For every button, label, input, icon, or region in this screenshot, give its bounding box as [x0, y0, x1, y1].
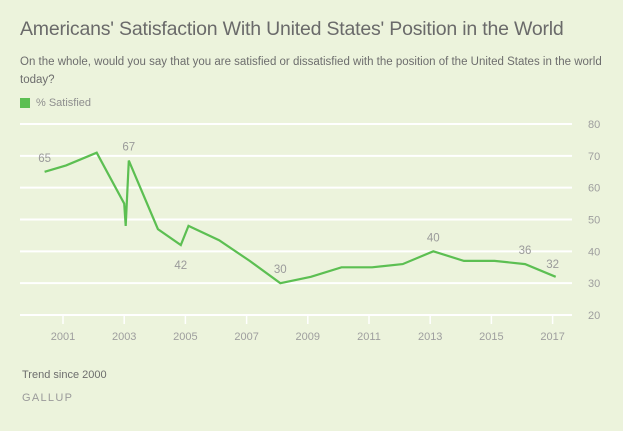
gridlines [20, 123, 572, 316]
source-gallup: GALLUP [22, 392, 74, 404]
chart-subtitle: On the whole, would you say that you are… [20, 56, 602, 86]
data-label: 65 [38, 153, 51, 165]
legend: % Satisfied [20, 97, 91, 109]
y-tick-label: 30 [588, 278, 600, 290]
data-label: 40 [427, 232, 440, 244]
x-tick-label: 2001 [51, 331, 75, 343]
data-label: 67 [122, 142, 135, 154]
x-tick-label: 2003 [112, 331, 136, 343]
footnote: Trend since 2000 [22, 369, 107, 381]
x-tick-label: 2017 [540, 331, 564, 343]
x-tick-label: 2009 [296, 331, 320, 343]
x-tick-label: 2005 [173, 331, 197, 343]
data-label: 42 [174, 260, 187, 272]
y-tick-label: 70 [588, 151, 600, 163]
series-lines [44, 151, 557, 285]
x-tick-label: 2015 [479, 331, 503, 343]
data-labels: 65 67 42 30 40 36 32 [38, 142, 559, 277]
y-axis: 20 30 40 50 60 70 80 [588, 119, 600, 322]
legend-swatch-satisfied [20, 98, 30, 108]
x-tick-label: 2011 [357, 331, 381, 343]
legend-label-satisfied: % Satisfied [36, 97, 92, 109]
y-tick-label: 20 [588, 310, 600, 322]
chart-title: Americans' Satisfaction With United Stat… [20, 18, 564, 40]
x-axis: 2001 2003 2005 2007 2009 2011 2013 2015 2017 [51, 315, 565, 343]
y-tick-label: 60 [588, 183, 600, 195]
data-label: 36 [519, 245, 532, 257]
x-tick-label: 2007 [234, 331, 258, 343]
data-label: 30 [274, 264, 287, 276]
y-tick-label: 80 [588, 119, 600, 131]
y-tick-label: 50 [588, 215, 600, 227]
series-line-satisfied [44, 151, 557, 285]
y-tick-label: 40 [588, 246, 600, 258]
data-label: 32 [546, 259, 559, 271]
x-tick-label: 2013 [418, 331, 442, 343]
